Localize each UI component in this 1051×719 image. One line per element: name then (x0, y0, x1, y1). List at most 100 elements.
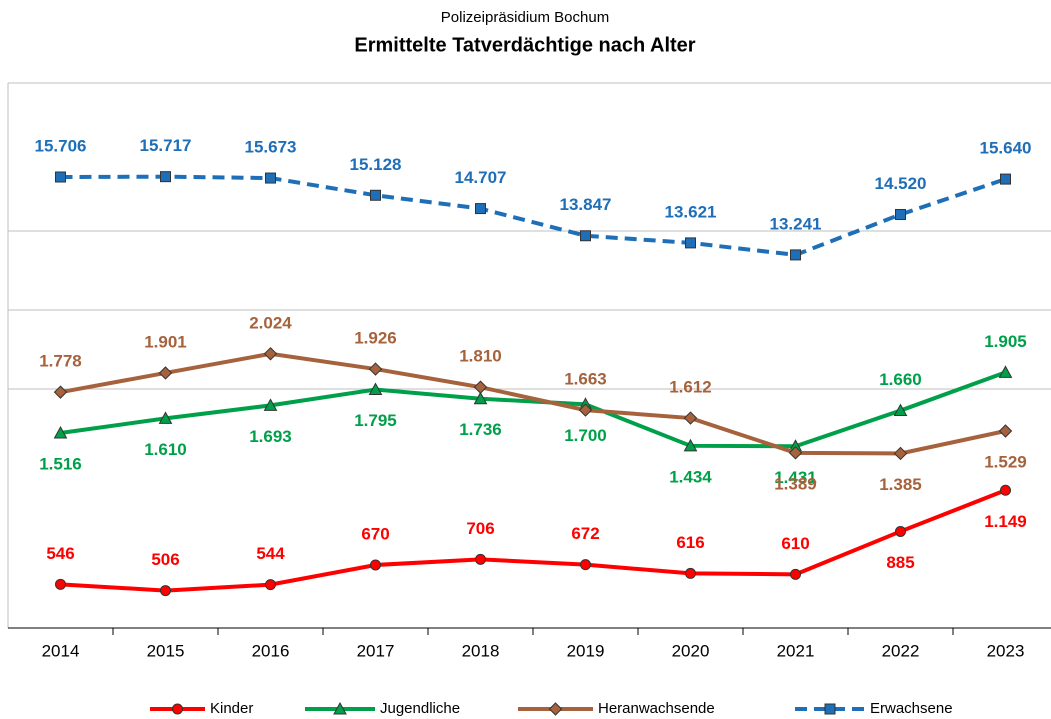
marker (788, 446, 803, 460)
value-label: 1.700 (564, 426, 607, 445)
value-label: 1.795 (354, 411, 397, 430)
value-label: 1.901 (144, 332, 187, 351)
marker (53, 425, 68, 439)
marker (685, 237, 696, 249)
marker (473, 380, 488, 394)
chart-title: Ermittelte Tatverdächtige nach Alter (354, 34, 695, 56)
marker (55, 578, 66, 590)
marker (895, 208, 906, 220)
marker (475, 553, 486, 565)
value-label: 1.810 (459, 347, 502, 366)
value-label: 1.385 (879, 475, 922, 494)
value-label: 616 (676, 533, 704, 552)
marker (473, 391, 488, 405)
value-label: 1.516 (39, 455, 82, 474)
marker (160, 171, 171, 183)
legend-label: Jugendliche (380, 700, 460, 717)
marker (263, 347, 278, 361)
x-tick-label: 2015 (147, 641, 185, 660)
x-tick-label: 2016 (252, 641, 290, 660)
value-label: 15.673 (245, 138, 297, 157)
value-label: 1.529 (984, 452, 1027, 471)
value-label: 14.520 (875, 174, 927, 193)
marker (263, 398, 278, 411)
value-label: 1.389 (774, 474, 817, 493)
value-label: 1.612 (669, 378, 712, 397)
marker (998, 424, 1013, 438)
marker (683, 411, 698, 425)
marker (368, 362, 383, 376)
marker (824, 703, 836, 715)
x-tick-label: 2019 (567, 641, 605, 660)
value-label: 13.621 (665, 202, 717, 221)
marker (578, 403, 593, 417)
value-label: 546 (46, 544, 74, 563)
marker (893, 446, 908, 461)
value-label: 670 (361, 524, 389, 543)
marker (895, 525, 906, 537)
marker (580, 230, 591, 242)
value-label: 14.707 (455, 168, 507, 187)
value-label: 13.847 (560, 195, 612, 214)
series-line (60, 488, 1007, 593)
value-label: 1.693 (249, 427, 292, 446)
x-tick-label: 2021 (777, 641, 815, 660)
value-label: 1.926 (354, 329, 397, 348)
marker (683, 438, 698, 452)
value-label: 672 (571, 524, 599, 543)
value-label: 1.431 (774, 468, 817, 487)
marker (368, 382, 383, 396)
marker (1000, 484, 1011, 496)
x-tick-label: 2022 (882, 641, 920, 660)
marker (580, 559, 591, 571)
x-tick-label: 2014 (42, 641, 80, 660)
series-line (60, 174, 1007, 257)
value-label: 544 (256, 544, 285, 563)
value-label: 1.434 (669, 467, 712, 486)
grid (8, 230, 1051, 390)
marker (333, 701, 347, 715)
marker (475, 203, 486, 215)
marker (53, 385, 68, 399)
value-label: 15.717 (140, 136, 192, 155)
legend-label: Heranwachsende (598, 700, 715, 717)
x-tick-label: 2020 (672, 641, 710, 660)
value-label: 885 (886, 553, 914, 572)
x-tick-label: 2017 (357, 641, 395, 660)
legend-item: Erwachsene (795, 700, 953, 717)
marker (790, 249, 801, 261)
value-label: 1.660 (879, 370, 922, 389)
value-label: 506 (151, 550, 179, 569)
marker (158, 411, 173, 424)
value-label: 1.778 (39, 352, 82, 371)
legend-label: Kinder (210, 700, 253, 717)
value-label: 2.024 (249, 313, 292, 332)
marker (998, 365, 1013, 378)
marker (370, 189, 381, 201)
x-tick-label: 2023 (987, 641, 1025, 660)
series-line (60, 370, 1007, 449)
value-label: 15.706 (35, 136, 87, 155)
marker (172, 703, 183, 715)
x-tick-label: 2018 (462, 641, 500, 660)
marker (160, 585, 171, 597)
value-label: 706 (466, 519, 494, 538)
legend-item: Heranwachsende (518, 700, 715, 717)
marker (548, 702, 563, 716)
marker (1000, 173, 1011, 185)
value-label: 15.640 (980, 139, 1032, 158)
marker (265, 172, 276, 184)
marker (55, 171, 66, 183)
marker (685, 567, 696, 579)
value-label: 610 (781, 534, 809, 553)
value-label: 15.128 (350, 155, 402, 174)
value-label: 1.905 (984, 332, 1027, 351)
value-label: 13.241 (770, 214, 822, 233)
legend-item: Kinder (150, 700, 253, 717)
chart-subtitle: Polizeipräsidium Bochum (441, 9, 609, 26)
marker (265, 579, 276, 591)
value-label: 1.149 (984, 512, 1027, 531)
marker (158, 366, 173, 380)
value-label: 1.736 (459, 420, 502, 439)
